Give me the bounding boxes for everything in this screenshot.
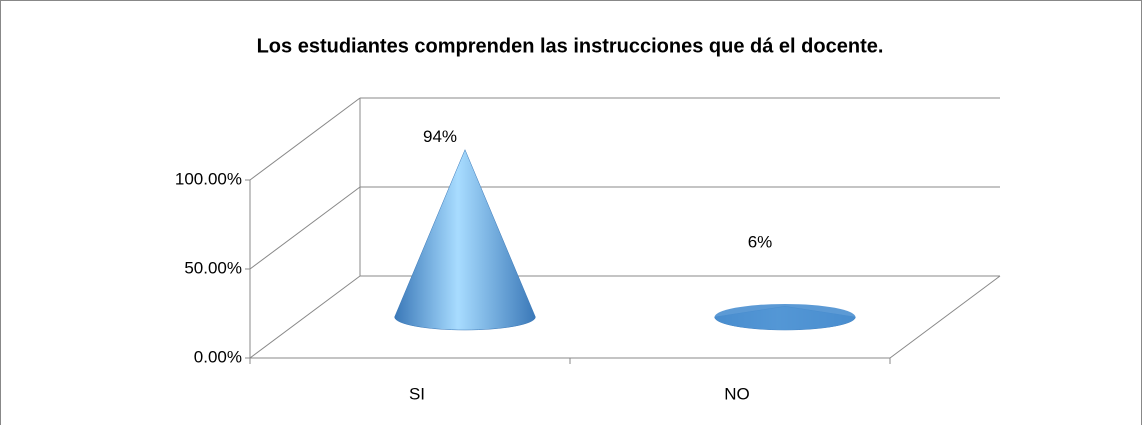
- y-tick-label: 50.00%: [184, 258, 242, 277]
- cone-base: [714, 304, 856, 330]
- chart-title: Los estudiantes comprenden las instrucci…: [257, 35, 884, 57]
- grid-line: [249, 186, 361, 270]
- x-tick-label: SI: [409, 384, 425, 403]
- cone: [394, 149, 536, 331]
- y-tick-label: 0.00%: [194, 347, 242, 366]
- y-tick-label: 100.00%: [175, 169, 242, 188]
- data-label: 94%: [423, 127, 457, 146]
- data-label: 6%: [748, 232, 773, 251]
- grid-line: [249, 97, 361, 181]
- grid-line: [249, 275, 361, 359]
- x-tick-label: NO: [724, 384, 750, 403]
- floor-right: [889, 275, 1001, 359]
